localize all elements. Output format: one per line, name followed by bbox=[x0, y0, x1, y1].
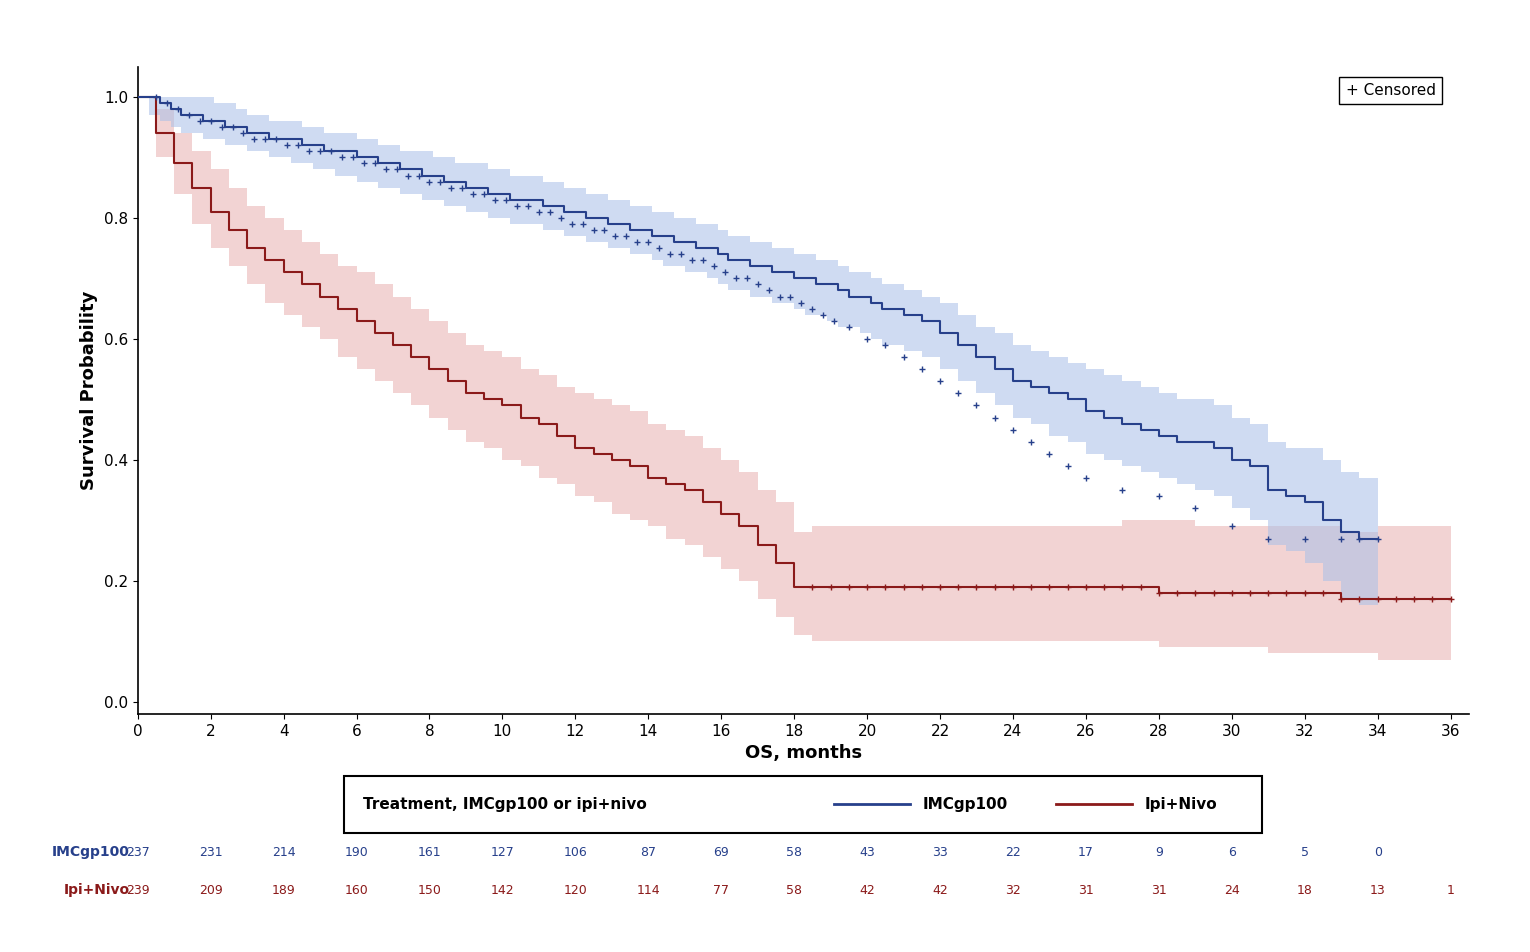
Text: 18: 18 bbox=[1297, 883, 1313, 897]
Text: 0: 0 bbox=[1374, 845, 1382, 859]
Text: 42: 42 bbox=[860, 883, 875, 897]
Text: 58: 58 bbox=[786, 883, 802, 897]
Text: 43: 43 bbox=[860, 845, 875, 859]
Text: IMCgp100: IMCgp100 bbox=[52, 845, 130, 859]
Text: 231: 231 bbox=[199, 845, 222, 859]
Text: 32: 32 bbox=[1005, 883, 1021, 897]
Text: 239: 239 bbox=[125, 883, 150, 897]
Text: Ipi+Nivo: Ipi+Nivo bbox=[64, 883, 130, 897]
Text: 142: 142 bbox=[491, 883, 514, 897]
Text: 77: 77 bbox=[713, 883, 730, 897]
Text: 22: 22 bbox=[1005, 845, 1021, 859]
Text: 127: 127 bbox=[491, 845, 514, 859]
Y-axis label: Survival Probability: Survival Probability bbox=[80, 290, 98, 490]
Text: 106: 106 bbox=[563, 845, 588, 859]
Text: 42: 42 bbox=[932, 883, 949, 897]
Text: 114: 114 bbox=[636, 883, 659, 897]
Text: 24: 24 bbox=[1224, 883, 1239, 897]
Text: 1: 1 bbox=[1447, 883, 1455, 897]
X-axis label: OS, months: OS, months bbox=[745, 744, 861, 763]
Text: + Censored: + Censored bbox=[1345, 83, 1435, 98]
Text: 87: 87 bbox=[640, 845, 656, 859]
Text: IMCgp100: IMCgp100 bbox=[923, 797, 1008, 812]
Text: 120: 120 bbox=[563, 883, 588, 897]
Text: 58: 58 bbox=[786, 845, 802, 859]
Text: 209: 209 bbox=[199, 883, 222, 897]
Text: 6: 6 bbox=[1227, 845, 1236, 859]
Text: 69: 69 bbox=[713, 845, 730, 859]
Text: 31: 31 bbox=[1151, 883, 1167, 897]
Text: 161: 161 bbox=[418, 845, 441, 859]
Text: 190: 190 bbox=[344, 845, 369, 859]
Text: 9: 9 bbox=[1155, 845, 1163, 859]
Text: 237: 237 bbox=[125, 845, 150, 859]
Text: 31: 31 bbox=[1079, 883, 1094, 897]
Text: 33: 33 bbox=[932, 845, 949, 859]
Text: 13: 13 bbox=[1369, 883, 1386, 897]
Text: 150: 150 bbox=[418, 883, 441, 897]
Text: Treatment, IMCgp100 or ipi+nivo: Treatment, IMCgp100 or ipi+nivo bbox=[363, 797, 646, 812]
Text: 5: 5 bbox=[1300, 845, 1308, 859]
Text: 17: 17 bbox=[1079, 845, 1094, 859]
Text: 189: 189 bbox=[272, 883, 295, 897]
Text: 160: 160 bbox=[344, 883, 369, 897]
Text: Ipi+Nivo: Ipi+Nivo bbox=[1144, 797, 1216, 812]
Text: 214: 214 bbox=[272, 845, 295, 859]
